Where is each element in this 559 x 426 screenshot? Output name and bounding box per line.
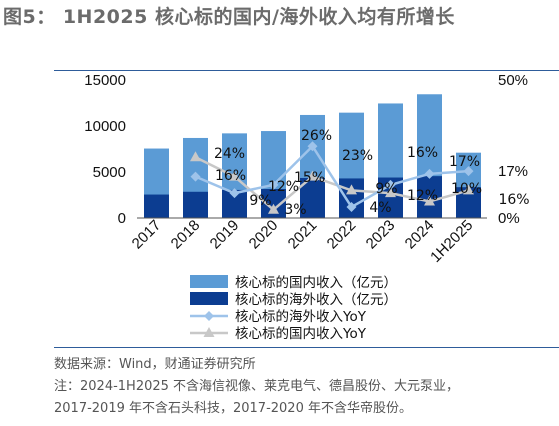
x-tick-label: 2018 <box>168 217 204 253</box>
bar-overseas <box>144 194 169 218</box>
marker-domestic-yoy <box>307 170 318 181</box>
y-right-ticks: 0% 17% 50% <box>498 72 528 227</box>
label-domestic-yoy: 10% <box>451 181 482 197</box>
marker-overseas-yoy <box>385 179 396 190</box>
x-tick-label: 2019 <box>207 217 243 253</box>
label-overseas-yoy: 12% <box>407 188 438 204</box>
label-overseas-yoy: 9% <box>249 193 271 209</box>
legend-swatch <box>190 292 228 305</box>
y-left-ticks: 0 5000 10000 15000 <box>84 72 126 227</box>
marker-domestic-yoy <box>463 184 474 195</box>
label-extra: 16% <box>498 192 529 208</box>
marker-domestic-yoy <box>190 151 201 162</box>
marker-domestic-yoy <box>424 195 435 206</box>
y-right-tick-label: 50% <box>498 72 528 89</box>
footnote-line-1: 注：2024-1H2025 不含海信视像、莱克电气、德昌股份、大元泵业， <box>54 379 460 394</box>
legend-label: 核心标的国内收入（亿元） <box>235 275 397 291</box>
label-overseas-yoy: 16% <box>407 145 438 161</box>
x-tick-label: 1H2025 <box>427 217 476 266</box>
label-domestic-yoy: 24% <box>214 146 245 162</box>
combo-chart: 0 5000 10000 15000 0% 17% 50% 24% 16% 3% 15% 23% 9… <box>84 72 530 342</box>
x-tick-label: 2021 <box>285 217 321 253</box>
legend: 核心标的国内收入（亿元）核心标的海外收入（亿元）核心标的海外收入YoY核心标的国… <box>190 275 397 342</box>
x-tick-label: 2020 <box>246 217 282 253</box>
legend-marker <box>204 311 214 321</box>
legend-label: 核心标的海外收入YoY <box>235 309 367 325</box>
marker-overseas-yoy <box>346 201 357 212</box>
marker-overseas-yoy <box>190 171 201 182</box>
label-domestic-yoy: 23% <box>342 148 373 164</box>
y-left-tick-label: 15000 <box>84 72 126 89</box>
marker-domestic-yoy <box>385 187 396 198</box>
figure-title: 图5： 1H2025 核心标的国内/海外收入均有所增长 <box>3 6 455 28</box>
legend-label: 核心标的海外收入（亿元） <box>235 292 397 308</box>
y-left-tick-label: 5000 <box>93 164 126 181</box>
data-labels: 24%16%3%15%23%9% 10%9%12%26%4%12%16%17%16… <box>214 128 530 218</box>
marker-overseas-yoy <box>463 166 474 177</box>
line-domestic-yoy <box>194 156 469 212</box>
marker-domestic-yoy <box>229 170 240 181</box>
line-overseas-yoy <box>195 144 469 209</box>
x-tick-label: 2017 <box>129 217 165 253</box>
label-overseas-yoy: 26% <box>301 128 332 144</box>
legend-marker <box>203 327 215 337</box>
marker-overseas-yoy <box>268 179 279 190</box>
bar-overseas <box>339 178 364 218</box>
legend-swatch <box>190 275 228 288</box>
marker-domestic-yoy <box>346 184 357 195</box>
marker-overseas-yoy <box>307 141 318 152</box>
x-tick-label: 2023 <box>363 217 399 253</box>
label-domestic-yoy: 3% <box>284 202 306 218</box>
line-series <box>190 141 474 214</box>
y-left-tick-label: 0 <box>118 210 126 227</box>
footnote-line-2: 2017-2019 年不含石头科技，2017-2020 年不含华帝股份。 <box>54 401 412 416</box>
source-note: 数据来源：Wind，财通证券研究所 <box>54 357 256 372</box>
legend-label: 核心标的国内收入YoY <box>235 326 367 342</box>
bottom-rule <box>54 347 559 348</box>
label-overseas-yoy: 4% <box>369 200 391 216</box>
top-rule <box>54 70 559 71</box>
y-right-tick-label: 0% <box>498 210 520 227</box>
bar-overseas <box>183 191 208 218</box>
label-domestic-yoy: 15% <box>294 170 325 186</box>
label-domestic-yoy: 16% <box>215 168 246 184</box>
x-tick-label: 2024 <box>402 217 438 253</box>
y-left-tick-label: 10000 <box>84 118 126 135</box>
label-overseas-yoy: 12% <box>268 179 299 195</box>
marker-overseas-yoy <box>424 168 435 179</box>
label-domestic-yoy: 9% <box>375 181 397 197</box>
label-overseas-yoy: 17% <box>449 154 480 170</box>
marker-domestic-yoy <box>268 203 279 214</box>
y-right-tick-label: 17% <box>498 163 528 180</box>
marker-overseas-yoy <box>229 188 240 199</box>
x-tick-label: 2022 <box>324 217 360 253</box>
